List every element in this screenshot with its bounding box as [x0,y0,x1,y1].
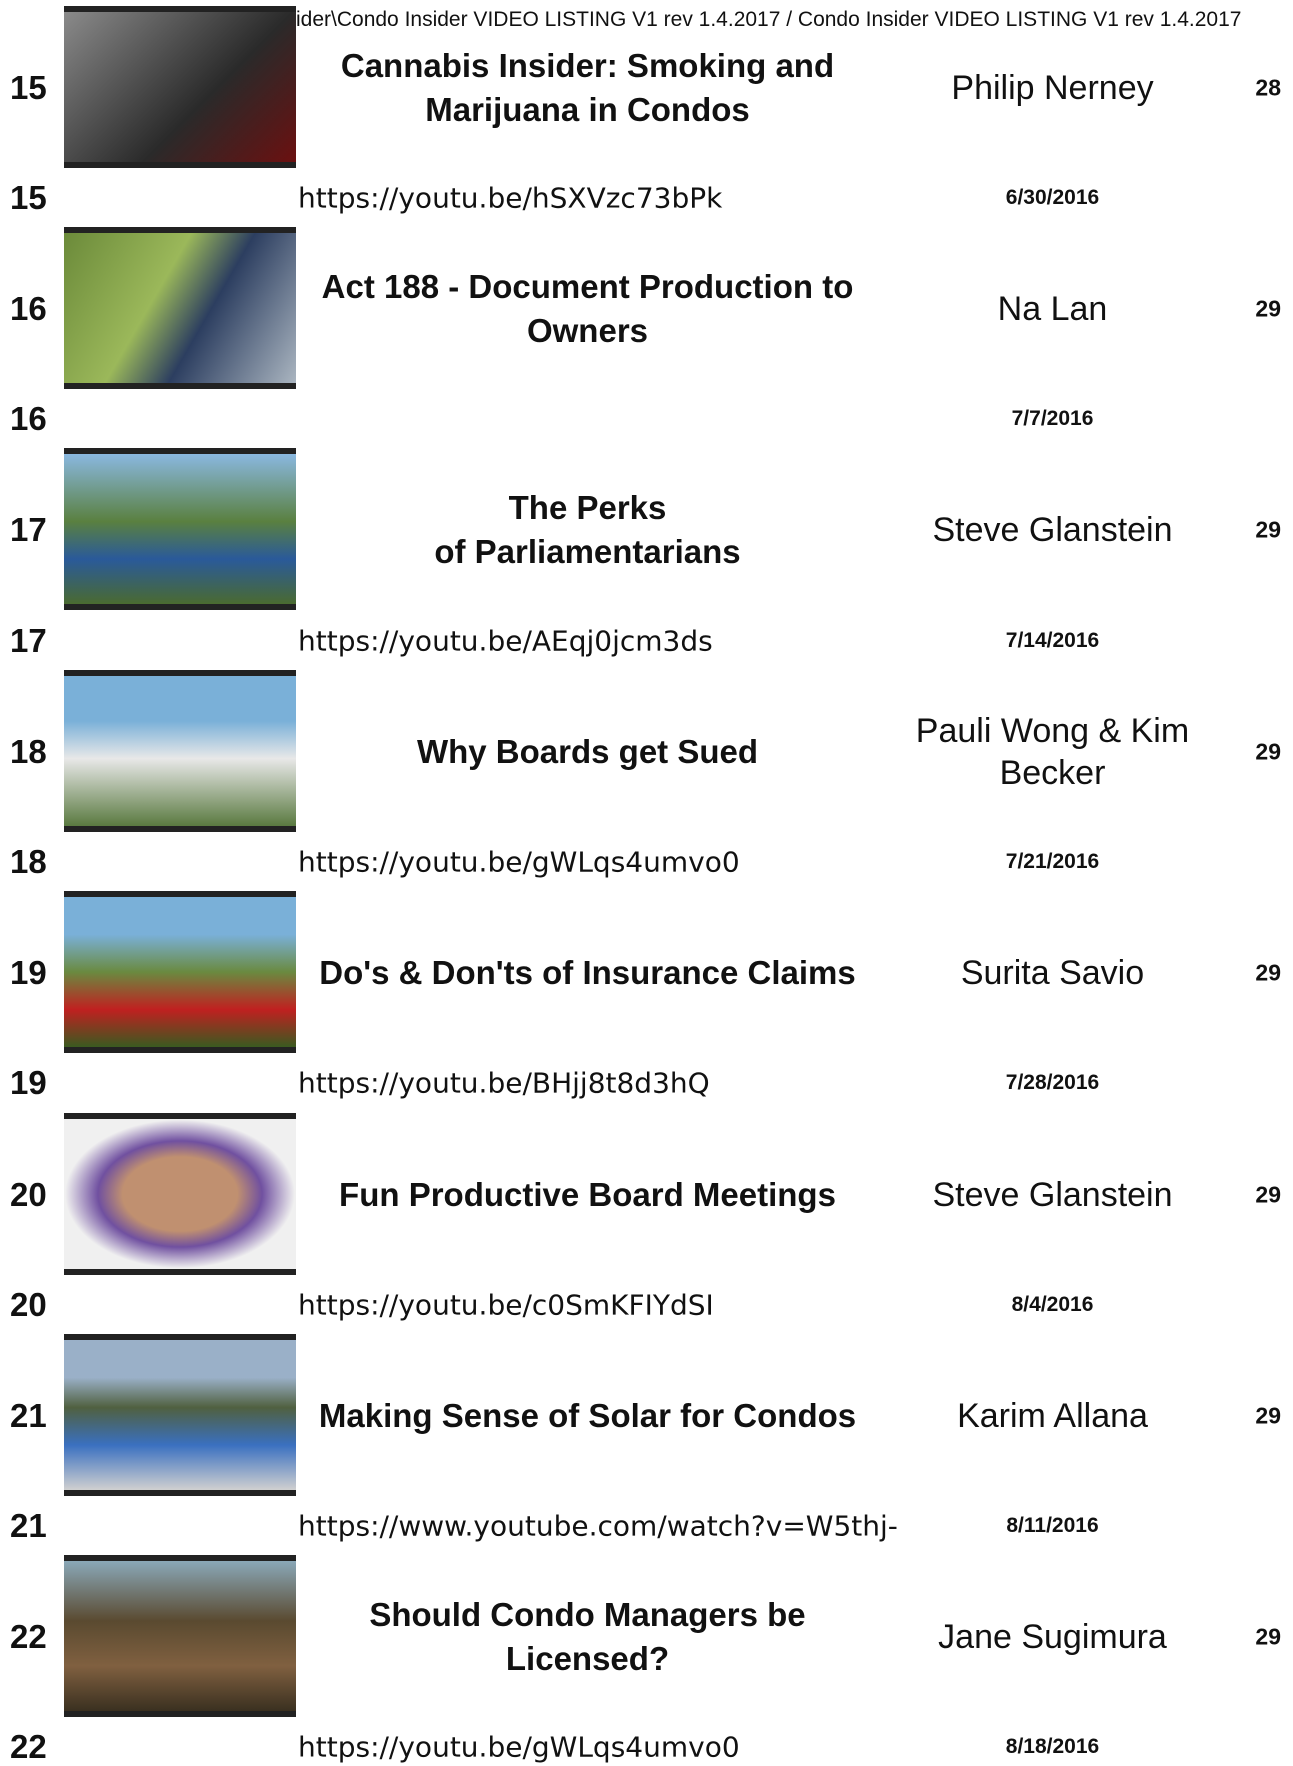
presenter-line: Pauli Wong & Kim [880,710,1225,752]
thumbnail [64,227,296,389]
entry-number: 16 [10,290,47,328]
presenter-line: Karim Allana [880,1395,1225,1437]
entry-number: 19 [10,1064,47,1102]
duration: 29 [1255,517,1281,544]
title-line: Fun Productive Board Meetings [300,1173,875,1217]
video-title: Do's & Don'ts of Insurance Claims [300,951,875,995]
air-date: 6/30/2016 [880,186,1225,210]
video-url: https://youtu.be/gWLqs4umvo0 [298,845,740,878]
duration: 29 [1255,1402,1281,1429]
presenter: Jane Sugimura [880,1616,1225,1658]
air-date: 7/21/2016 [880,850,1225,874]
air-date: 7/7/2016 [880,407,1225,431]
page: ider\Condo Insider VIDEO LISTING V1 rev … [0,0,1293,1762]
presenter: Steve Glanstein [880,1174,1225,1216]
thumbnail [64,1555,296,1717]
entry-number: 22 [10,1728,47,1766]
presenter: Na Lan [880,288,1225,330]
air-date: 7/28/2016 [880,1071,1225,1095]
thumbnail [64,891,296,1053]
title-line: Act 188 - Document Production to [300,265,875,309]
presenter-line: Philip Nerney [880,67,1225,109]
entry-number: 21 [10,1397,47,1435]
video-url: https://youtu.be/BHjj8t8d3hQ [298,1067,710,1100]
video-title: Fun Productive Board Meetings [300,1173,875,1217]
entry-number: 17 [10,622,47,660]
presenter-line: Becker [880,752,1225,794]
entry-number: 15 [10,69,47,107]
duration: 29 [1255,738,1281,765]
presenter-line: Steve Glanstein [880,509,1225,551]
entry-number: 21 [10,1507,47,1545]
title-line: Should Condo Managers be [300,1593,875,1637]
air-date: 8/11/2016 [880,1514,1225,1538]
video-url: https://youtu.be/hSXVzc73bPk [298,181,722,214]
title-line: Cannabis Insider: Smoking and [300,44,875,88]
title-line: of Parliamentarians [300,530,875,574]
title-line: Why Boards get Sued [300,730,875,774]
video-url: https://youtu.be/c0SmKFIYdSI [298,1288,714,1321]
presenter-line: Steve Glanstein [880,1174,1225,1216]
entry-number: 17 [10,511,47,549]
duration: 29 [1255,1624,1281,1651]
duration: 29 [1255,960,1281,987]
title-line: Do's & Don'ts of Insurance Claims [300,951,875,995]
presenter: Surita Savio [880,952,1225,994]
entry-number: 16 [10,400,47,438]
video-url: https://www.youtube.com/watch?v=W5thj- [298,1510,898,1543]
video-url: https://youtu.be/AEqj0jcm3ds [298,624,713,657]
presenter: Karim Allana [880,1395,1225,1437]
title-line: Licensed? [300,1637,875,1681]
entry-number: 20 [10,1286,47,1324]
presenter-line: Jane Sugimura [880,1616,1225,1658]
air-date: 8/4/2016 [880,1293,1225,1317]
presenter: Philip Nerney [880,67,1225,109]
title-line: Owners [300,309,875,353]
entry-number: 20 [10,1176,47,1214]
video-title: Making Sense of Solar for Condos [300,1394,875,1438]
air-date: 7/14/2016 [880,629,1225,653]
duration: 29 [1255,1181,1281,1208]
title-line: Making Sense of Solar for Condos [300,1394,875,1438]
entry-number: 22 [10,1618,47,1656]
duration: 29 [1255,296,1281,323]
thumbnail [64,1113,296,1275]
video-title: Why Boards get Sued [300,730,875,774]
title-line: Marijuana in Condos [300,88,875,132]
thumbnail [64,6,296,168]
air-date: 8/18/2016 [880,1735,1225,1759]
video-url: https://youtu.be/gWLqs4umvo0 [298,1731,740,1764]
title-line: The Perks [300,486,875,530]
entry-number: 18 [10,733,47,771]
presenter: Steve Glanstein [880,509,1225,551]
header: ider\Condo Insider VIDEO LISTING V1 rev … [296,8,1241,32]
thumbnail [64,670,296,832]
thumbnail [64,448,296,610]
presenter-line: Surita Savio [880,952,1225,994]
presenter-line: Na Lan [880,288,1225,330]
thumbnail [64,1334,296,1496]
entry-number: 19 [10,954,47,992]
entry-number: 18 [10,843,47,881]
duration: 28 [1255,74,1281,101]
entry-number: 15 [10,179,47,217]
